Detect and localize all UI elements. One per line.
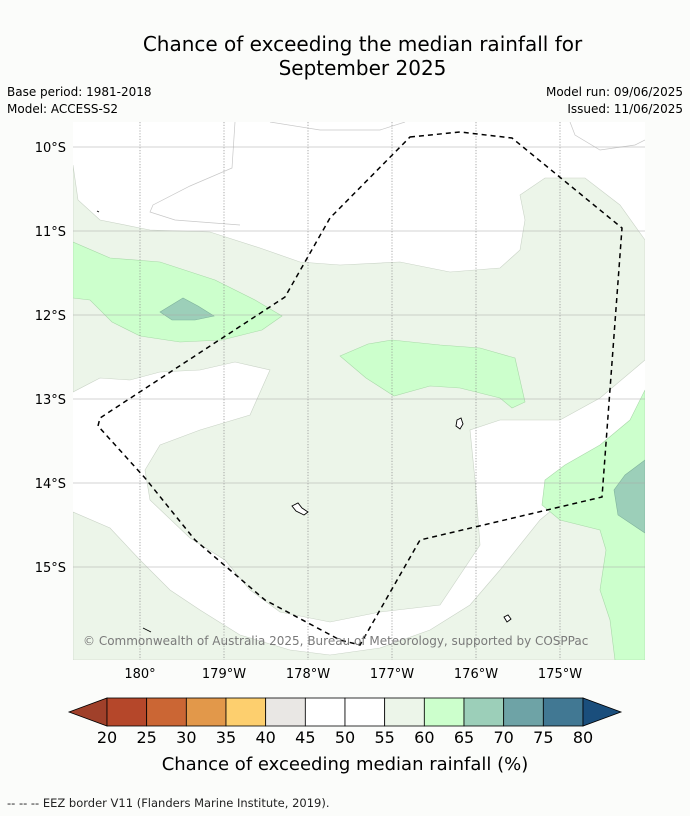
map-title: Chance of exceeding the median rainfall … [0, 32, 690, 80]
lat-gridlines [73, 146, 645, 568]
colorbar-tick-label: 80 [573, 728, 593, 747]
meta-right: Model run: 09/06/2025 Issued: 11/06/2025 [546, 84, 683, 118]
colorbar-tick-label: 25 [136, 728, 156, 747]
model-name: Model: ACCESS-S2 [7, 102, 119, 116]
colorbar-cell [304, 697, 346, 727]
colorbar-cell [185, 697, 227, 727]
footnote-eez: -- -- -- EEZ border V11 (Flanders Marine… [7, 796, 330, 810]
issued-date: Issued: 11/06/2025 [567, 102, 683, 116]
contour-65-70-west [159, 297, 215, 321]
contour-60-65-west [73, 241, 283, 343]
lon-label: 179°W [202, 667, 246, 682]
map-title-line1: Chance of exceeding the median rainfall … [142, 32, 583, 56]
colorbar-tick-label: 45 [295, 728, 315, 747]
contour-line-north [149, 122, 241, 226]
lon-label: 176°W [454, 667, 498, 682]
colorbar-tick-label: 55 [374, 728, 394, 747]
contour-65-70-east [613, 459, 645, 534]
colorbar-over-arrow [582, 697, 623, 727]
lat-label: 10°S [35, 141, 66, 156]
colorbar-cell [106, 697, 148, 727]
contour-60-65-east [541, 389, 645, 660]
model-run: Model run: 09/06/2025 [545, 85, 683, 99]
map-plot-area: © Commonwealth of Australia 2025, Bureau… [73, 122, 645, 660]
contour-line-northeast [269, 122, 645, 151]
colorbar-cell [344, 697, 386, 727]
colorbar: 20 25 30 35 40 45 50 55 60 65 70 75 80 Chance of exc… [67, 697, 623, 775]
colorbar-tick-label: 50 [335, 728, 355, 747]
contour-60-65-center [339, 339, 526, 409]
colorbar-cell [265, 697, 306, 727]
colorbar-cell [503, 697, 544, 727]
colorbar-cell [225, 697, 267, 727]
colorbar-tick-label: 75 [533, 728, 553, 747]
colorbar-tick-label: 35 [216, 728, 236, 747]
colorbar-tick-label: 65 [454, 728, 474, 747]
map-figure: © Commonwealth of Australia 2025, Bureau… [35, 122, 645, 775]
colorbar-under-arrow [67, 697, 108, 727]
copyright-notice: © Commonwealth of Australia 2025, Bureau… [83, 634, 588, 648]
lat-label: 15°S [35, 561, 66, 576]
colorbar-cell [146, 697, 187, 727]
base-period: Base period: 1981-2018 [7, 85, 152, 99]
colorbar-tick-label: 40 [255, 728, 275, 747]
eez-border [97, 131, 623, 646]
lon-label: 180° [124, 667, 155, 682]
island-southeast [503, 614, 512, 623]
map-title-line2: September 2025 [278, 56, 447, 80]
contour-55-60-west [73, 164, 645, 623]
lat-label: 13°S [35, 393, 66, 408]
lon-labels: 180° 179°W 178°W 177°W 176°W 175°W [124, 667, 582, 682]
lon-label: 178°W [286, 667, 330, 682]
contour-55-60-south [73, 454, 645, 660]
colorbar-cell [463, 697, 505, 727]
lat-label: 12°S [35, 309, 66, 324]
island-west-mark [96, 210, 152, 633]
colorbar-tick-label: 20 [97, 728, 117, 747]
colorbar-tick-label: 70 [493, 728, 513, 747]
colorbar-cell [384, 697, 425, 727]
island-central [455, 417, 464, 430]
colorbar-cell [423, 697, 465, 727]
lat-label: 14°S [35, 477, 66, 492]
colorbar-cell [542, 697, 584, 727]
colorbar-tick-label: 30 [176, 728, 196, 747]
lat-labels: 10°S 11°S 12°S 13°S 14°S 15°S [35, 141, 66, 576]
lon-label: 177°W [370, 667, 414, 682]
colorbar-tick-label: 60 [414, 728, 434, 747]
colorbar-title: Chance of exceeding median rainfall (%) [162, 754, 529, 775]
meta-left: Base period: 1981-2018 Model: ACCESS-S2 [7, 84, 152, 118]
island-southwest [291, 502, 309, 516]
lat-label: 11°S [35, 225, 66, 240]
lon-label: 175°W [538, 667, 582, 682]
